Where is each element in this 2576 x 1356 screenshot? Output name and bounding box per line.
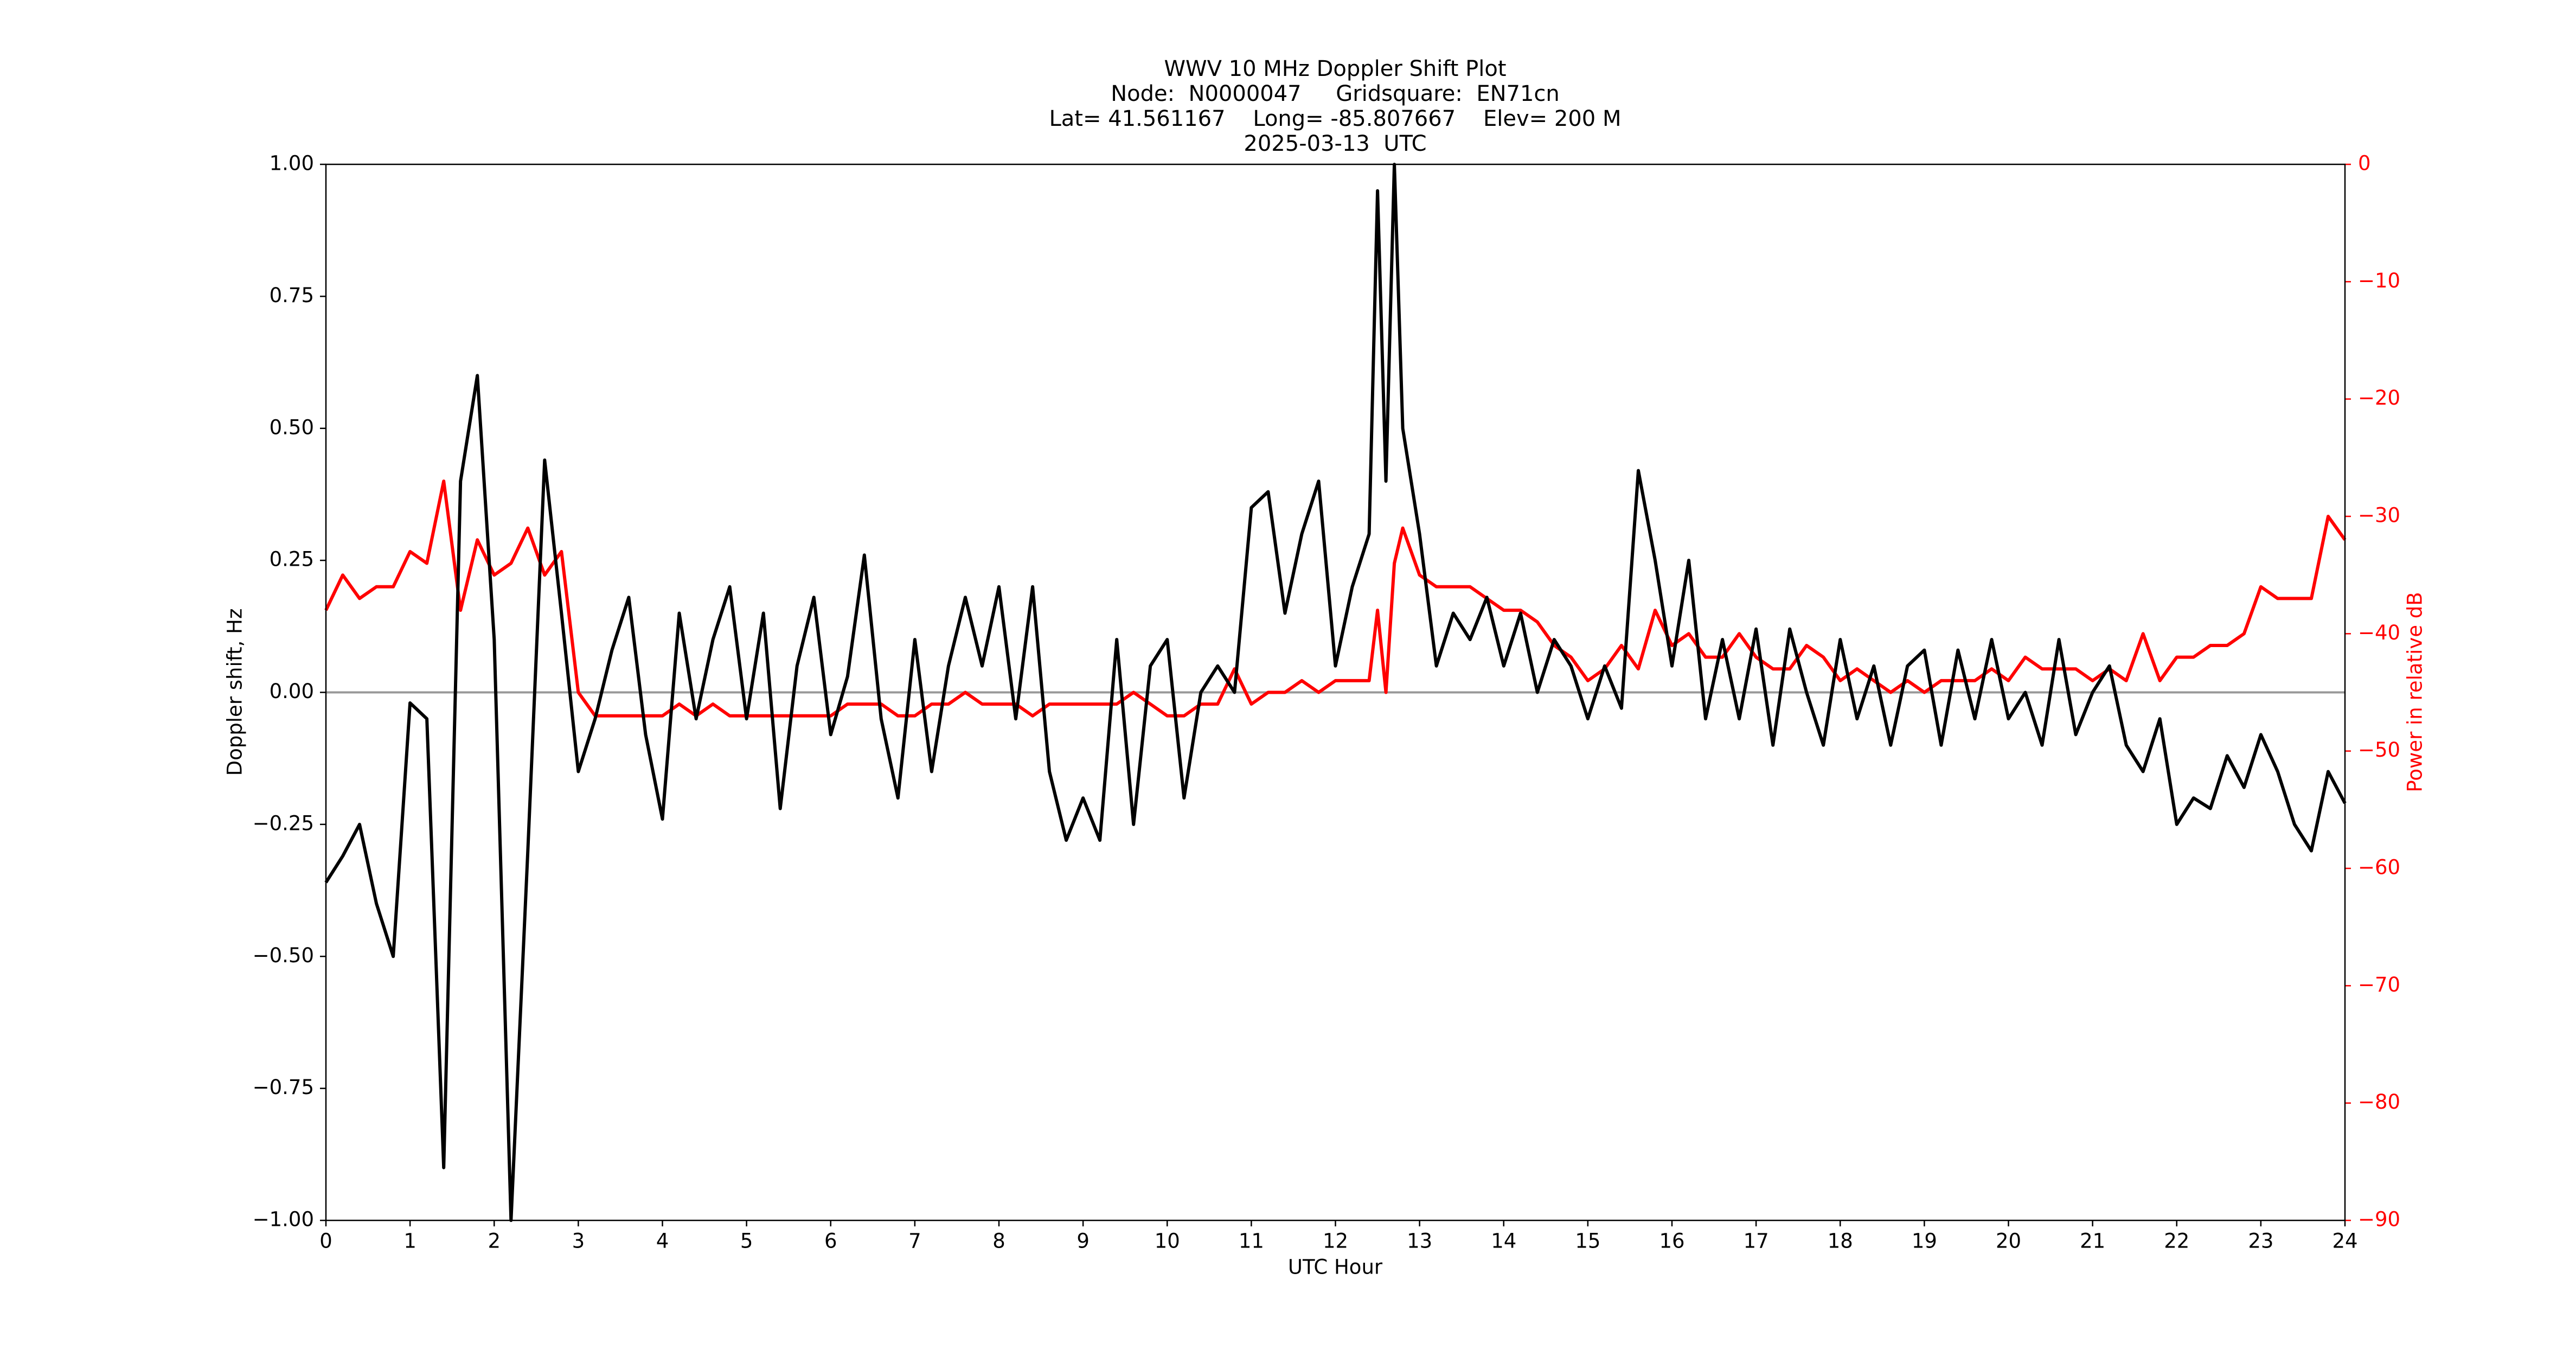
x-tick-label: 4 bbox=[656, 1230, 669, 1253]
x-tick-label: 19 bbox=[1912, 1230, 1937, 1253]
x-tick-label: 20 bbox=[1996, 1230, 2021, 1253]
x-tick-label: 0 bbox=[319, 1230, 332, 1253]
plot-frame bbox=[325, 163, 2346, 1221]
y2-tick-label: −30 bbox=[2358, 504, 2400, 527]
x-axis-label: UTC Hour bbox=[1288, 1256, 1383, 1279]
y-tick-label: 0.50 bbox=[270, 415, 314, 439]
x-tick-label: 23 bbox=[2248, 1230, 2273, 1253]
y-axis-label: Doppler shift, Hz bbox=[223, 609, 247, 776]
y2-tick-label: −20 bbox=[2358, 386, 2400, 410]
data-line bbox=[324, 479, 2347, 718]
x-tick-label: 6 bbox=[824, 1230, 837, 1253]
y2-tick-label: −40 bbox=[2358, 621, 2400, 644]
x-tick-label: 3 bbox=[572, 1230, 585, 1253]
y-tick-label: −1.00 bbox=[253, 1208, 314, 1231]
x-tick-label: 5 bbox=[740, 1230, 753, 1253]
x-tick-label: 16 bbox=[1659, 1230, 1684, 1253]
chart-subtitle: Node: N0000047 Gridsquare: EN71cn bbox=[1111, 81, 1560, 106]
x-tick-label: 7 bbox=[908, 1230, 921, 1253]
y2-tick-label: −10 bbox=[2358, 269, 2400, 292]
x-tick-label: 24 bbox=[2332, 1230, 2357, 1253]
x-tick-label: 10 bbox=[1155, 1230, 1180, 1253]
x-tick-label: 11 bbox=[1239, 1230, 1264, 1253]
x-tick-label: 18 bbox=[1828, 1230, 1853, 1253]
chart-subtitle: 2025-03-13 UTC bbox=[1244, 131, 1426, 156]
y-tick-label: 0.75 bbox=[270, 284, 314, 307]
x-tick-label: 13 bbox=[1407, 1230, 1432, 1253]
x-tick-label: 2 bbox=[488, 1230, 501, 1253]
chart-title: WWV 10 MHz Doppler Shift Plot bbox=[1164, 56, 1506, 81]
x-tick-label: 21 bbox=[2080, 1230, 2105, 1253]
x-tick-label: 22 bbox=[2164, 1230, 2189, 1253]
y-tick-label: 1.00 bbox=[270, 152, 314, 175]
y-tick-label: −0.25 bbox=[253, 811, 314, 835]
y-tick-label: −0.50 bbox=[253, 944, 314, 967]
chart-subtitle: Lat= 41.561167 Long= -85.807667 Elev= 20… bbox=[1049, 106, 1622, 131]
x-tick-label: 17 bbox=[1744, 1230, 1769, 1253]
x-tick-label: 9 bbox=[1076, 1230, 1090, 1253]
y-tick-label: 0.25 bbox=[270, 548, 314, 571]
y2-tick-label: 0 bbox=[2358, 152, 2371, 175]
x-tick-label: 8 bbox=[992, 1230, 1005, 1253]
y2-tick-label: −60 bbox=[2358, 856, 2400, 879]
y2-tick-label: −90 bbox=[2358, 1208, 2400, 1231]
x-tick-label: 12 bbox=[1323, 1230, 1348, 1253]
data-line bbox=[324, 163, 2347, 1222]
y2-tick-label: −70 bbox=[2358, 973, 2400, 996]
y-tick-label: −0.75 bbox=[253, 1076, 314, 1099]
x-tick-label: 14 bbox=[1491, 1230, 1516, 1253]
y2-axis-label: Power in relative dB bbox=[2404, 592, 2427, 792]
x-tick-label: 1 bbox=[403, 1230, 416, 1253]
y2-tick-label: −50 bbox=[2358, 738, 2400, 762]
y2-tick-label: −80 bbox=[2358, 1090, 2400, 1114]
y-tick-label: 0.00 bbox=[270, 680, 314, 703]
x-tick-label: 15 bbox=[1575, 1230, 1600, 1253]
